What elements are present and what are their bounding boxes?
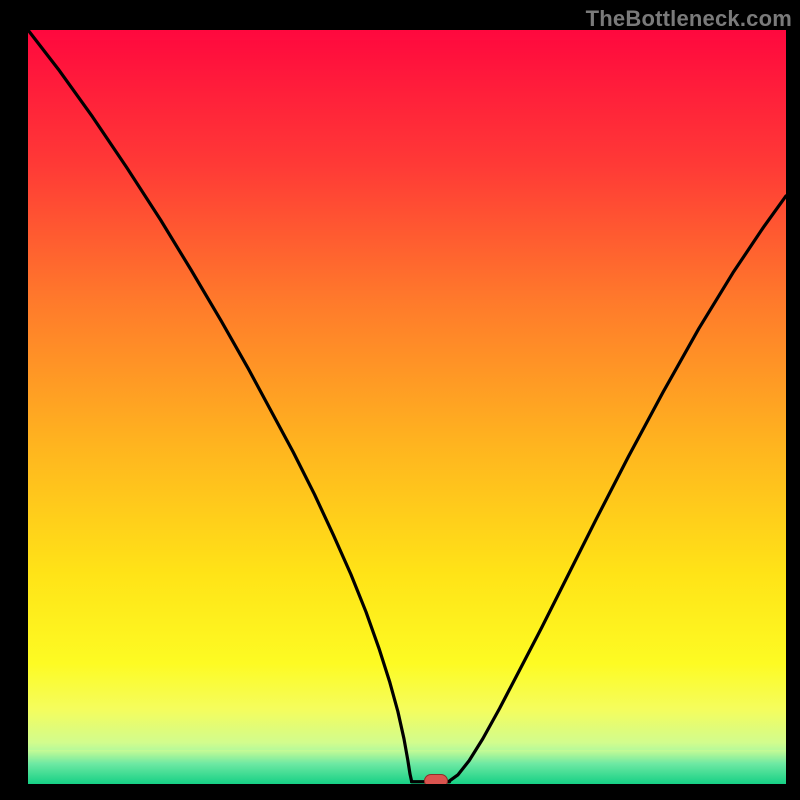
plot-area	[28, 30, 786, 784]
frame-bottom	[0, 784, 800, 800]
frame-left	[0, 0, 28, 800]
chart-root: { "watermark": { "text": "TheBottleneck.…	[0, 0, 800, 800]
frame-right	[786, 0, 800, 800]
bottleneck-curve	[28, 30, 786, 784]
sweet-spot-marker	[424, 774, 448, 784]
watermark-text: TheBottleneck.com	[586, 6, 792, 32]
